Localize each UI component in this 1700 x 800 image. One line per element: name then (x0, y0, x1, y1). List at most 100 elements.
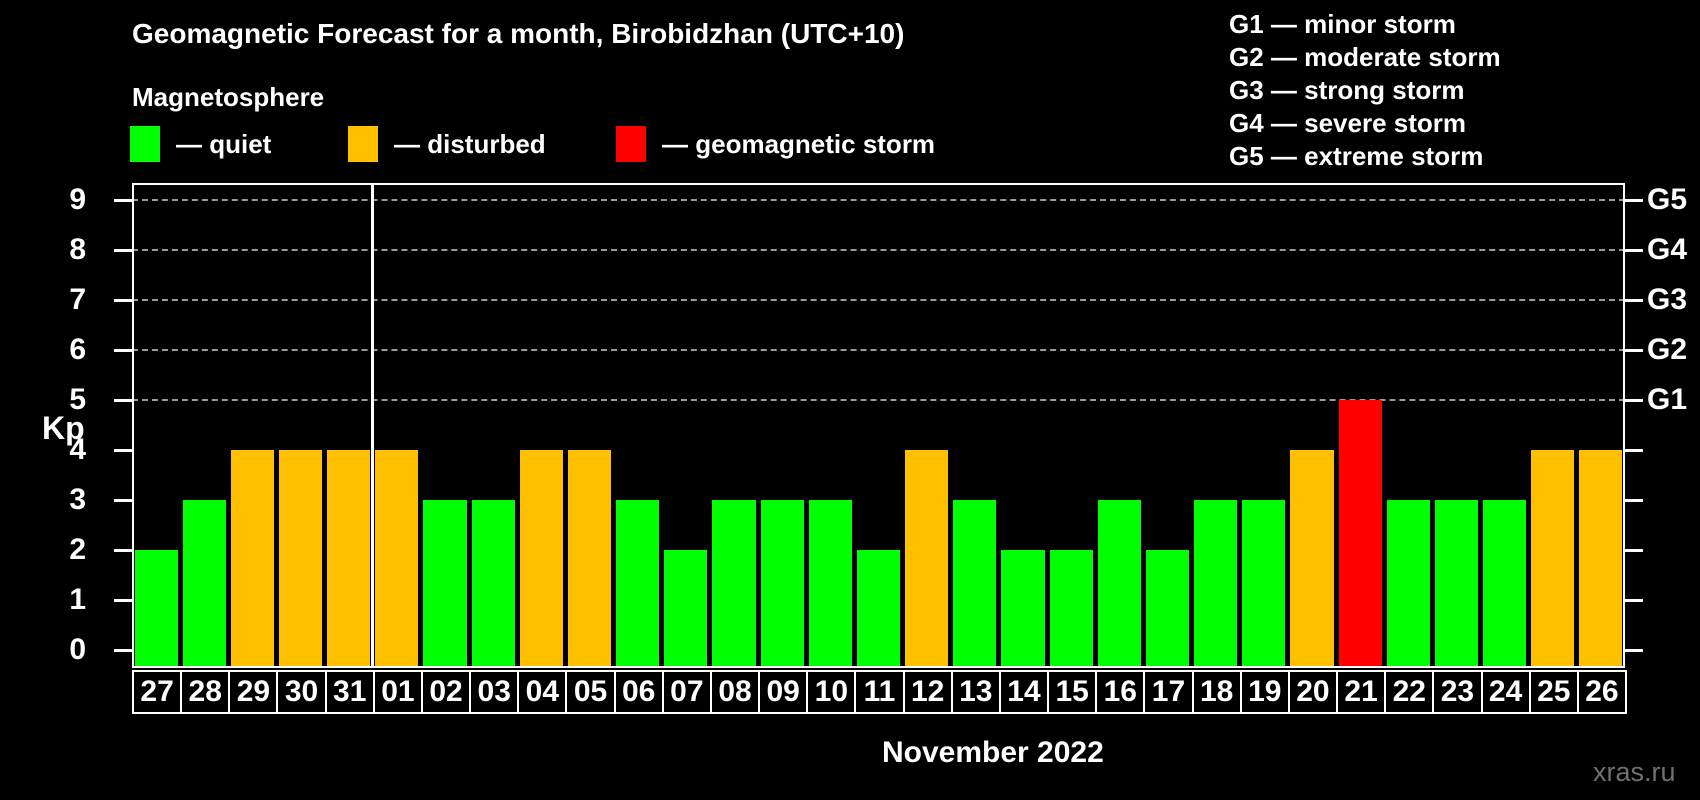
bar-day-02 (423, 500, 467, 668)
date-cell-18: 18 (1191, 670, 1242, 714)
left-axis-tick-8 (114, 248, 132, 252)
bar-day-06 (616, 500, 660, 668)
date-cell-28: 28 (180, 670, 231, 714)
bar-day-27 (134, 550, 178, 668)
y-tick-label-3: 3 (69, 483, 86, 516)
date-cell-21: 21 (1336, 670, 1387, 714)
g-legend-item-g3: G3 — strong storm (1229, 75, 1465, 105)
month-separator (371, 183, 375, 668)
y-axis-tick-labels: 0 1 2 3 4 5 6 7 8 9 (0, 183, 112, 668)
date-cell-23: 23 (1432, 670, 1483, 714)
bar-day-12 (905, 450, 949, 668)
storm-color-swatch (616, 126, 646, 162)
right-axis-tick-8 (1625, 248, 1643, 252)
left-axis-tick-4 (114, 448, 132, 452)
bar-day-28 (182, 500, 226, 668)
date-cell-13: 13 (950, 670, 1001, 714)
left-axis-tick-5 (114, 398, 132, 402)
bar-day-10 (808, 500, 852, 668)
right-axis-tick-6 (1625, 348, 1643, 352)
bar-day-26 (1579, 450, 1623, 668)
y-tick-label-5: 5 (69, 383, 86, 416)
date-cell-09: 09 (758, 670, 809, 714)
y-tick-label-9: 9 (69, 183, 86, 216)
legend-label-storm: — geomagnetic storm (662, 128, 936, 159)
y-axis-title: Kp (42, 410, 85, 446)
date-cell-14: 14 (998, 670, 1050, 714)
date-cell-04: 04 (517, 670, 568, 714)
bar-day-18 (1194, 500, 1238, 668)
x-axis-title: November 2022 (882, 736, 1104, 769)
date-cell-19: 19 (1239, 670, 1290, 714)
date-cell-12: 12 (902, 670, 953, 714)
bar-day-01 (375, 450, 419, 668)
page-title: Geomagnetic Forecast for a month, Birobi… (132, 18, 905, 49)
left-axis-tick-7 (114, 298, 132, 302)
date-cell-06: 06 (613, 670, 664, 714)
date-cell-10: 10 (806, 670, 857, 714)
g-legend-item-g4: G4 — severe storm (1229, 108, 1467, 138)
bar-day-23 (1434, 500, 1478, 668)
gridline-kp5 (132, 399, 1625, 401)
date-cell-25: 25 (1528, 670, 1579, 714)
right-axis-tick-0 (1625, 648, 1643, 652)
bar-day-09 (760, 500, 804, 668)
right-axis-tick-4 (1625, 448, 1643, 452)
date-cell-16: 16 (1095, 670, 1146, 714)
bar-day-05 (567, 450, 612, 668)
date-cell-03: 03 (469, 670, 520, 714)
right-axis-tick-5 (1625, 398, 1643, 402)
left-axis-tick-6 (114, 348, 132, 352)
bar-day-03 (471, 500, 515, 668)
y-tick-label-6: 6 (69, 333, 86, 366)
date-cell-17: 17 (1143, 670, 1194, 714)
g-legend-item-g5: G5 — extreme storm (1229, 141, 1484, 171)
g-level-label-g5: G5 (1647, 183, 1688, 216)
bar-day-30 (278, 450, 323, 668)
gridline-kp8 (132, 249, 1625, 251)
legend-label-quiet: — quiet (176, 128, 272, 159)
g-level-label-g3: G3 (1647, 283, 1688, 316)
date-cell-02: 02 (420, 670, 472, 714)
right-axis-tick-9 (1625, 198, 1643, 202)
bar-day-16 (1097, 500, 1141, 668)
date-cell-08: 08 (709, 670, 761, 714)
date-cell-07: 07 (661, 670, 712, 714)
right-axis-tick-7 (1625, 298, 1643, 302)
y-tick-label-0: 0 (69, 633, 86, 666)
date-cell-15: 15 (1047, 670, 1098, 714)
date-cell-05: 05 (565, 670, 616, 714)
bar-day-04 (519, 450, 563, 668)
right-axis-tick-1 (1625, 598, 1643, 602)
quiet-color-swatch (130, 126, 160, 162)
g-scale-legend: G1 — minor storm G2 — moderate storm G3 … (1229, 8, 1501, 173)
bar-day-17 (1145, 550, 1190, 668)
right-axis-tick-3 (1625, 498, 1643, 502)
g-level-label-g4: G4 (1647, 233, 1688, 266)
g-level-axis-labels: G1 G2 G3 G4 G5 (1647, 183, 1700, 668)
bar-day-07 (664, 550, 708, 668)
color-legend: — quiet — disturbed — geomagnetic storm (130, 126, 1030, 166)
legend-item-disturbed: — disturbed (348, 126, 546, 162)
date-cell-26: 26 (1576, 670, 1627, 714)
y-tick-label-4: 4 (69, 433, 86, 466)
legend-label-disturbed: — disturbed (394, 128, 546, 159)
y-tick-label-2: 2 (69, 533, 86, 566)
date-cell-27: 27 (132, 670, 183, 714)
date-cell-11: 11 (854, 670, 905, 714)
bar-day-31 (327, 450, 371, 668)
bar-day-19 (1242, 500, 1286, 668)
legend-item-quiet: — quiet (130, 126, 271, 162)
bar-day-20 (1290, 450, 1334, 668)
bar-day-29 (230, 450, 274, 668)
bar-day-21 (1338, 400, 1382, 668)
left-axis-tick-0 (114, 648, 132, 652)
g-legend-item-g2: G2 — moderate storm (1229, 42, 1501, 72)
bar-day-24 (1483, 500, 1527, 668)
bar-day-14 (1001, 550, 1045, 668)
left-axis-tick-9 (114, 198, 132, 202)
left-axis-tick-1 (114, 598, 132, 602)
bar-day-13 (953, 500, 997, 668)
g-level-label-g1: G1 (1647, 383, 1688, 416)
